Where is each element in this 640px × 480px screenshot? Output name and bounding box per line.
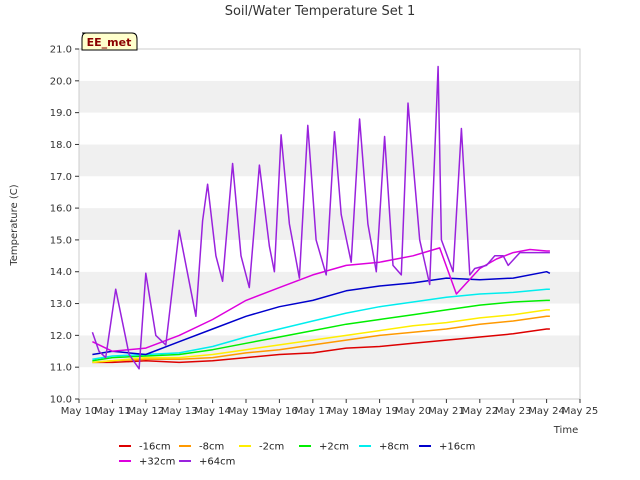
plot-area-frame [78, 48, 581, 400]
chart-title: Soil/Water Temperature Set 1 [225, 4, 416, 19]
series-layer [91, 65, 551, 370]
grid-band [79, 271, 580, 304]
x-tick-label: May 15 [228, 406, 265, 417]
grid-band [79, 144, 580, 177]
y-axis-ticks: 10.0 11.0 12.0 13.0 14.0 15.0 16.0 17.0 18.0 19.0… [50, 45, 79, 406]
legend-label: +2cm [319, 442, 349, 453]
series-line-32cmcm [92, 247, 550, 353]
y-tick-label: 21.0 [50, 45, 72, 56]
y-tick-label: 16.0 [50, 204, 72, 215]
legend-item: -2cm [239, 442, 284, 453]
x-axis-label: Time [553, 425, 578, 436]
series-line-16cmcm [92, 270, 551, 356]
x-tick-label: May 17 [295, 406, 332, 417]
series-line-2cmcm [92, 309, 550, 364]
station-badge-label: EE_met [87, 36, 132, 49]
x-tick-label: May 25 [562, 406, 599, 417]
x-tick-label: May 16 [261, 406, 298, 417]
x-tick-label: May 20 [395, 406, 432, 417]
grid-band [79, 176, 580, 209]
x-tick-label: May 19 [361, 406, 398, 417]
grid-band [79, 367, 580, 399]
x-tick-label: May 12 [128, 406, 165, 417]
legend-label: +16cm [439, 442, 475, 453]
x-tick-label: May 18 [328, 406, 365, 417]
legend-item: -16cm [119, 442, 171, 453]
legend-label: -16cm [139, 442, 171, 453]
series-line-16cmcm [92, 328, 550, 364]
legend-item: +8cm [359, 442, 409, 453]
legend-item: +16cm [419, 442, 475, 453]
series-line-64cmcm [91, 65, 550, 370]
legend-label: -8cm [199, 442, 224, 453]
y-tick-label: 11.0 [50, 363, 72, 374]
y-tick-label: 19.0 [50, 108, 72, 119]
series-line-8cmcm [92, 315, 550, 364]
x-tick-label: May 23 [495, 406, 532, 417]
legend-label: +64cm [199, 457, 235, 468]
y-tick-label: 20.0 [50, 76, 72, 87]
legend-label: +8cm [379, 442, 409, 453]
legend: -16cm -8cm -2cm +2cm +8cm +16cm +32cm +64cm [119, 442, 475, 468]
series-line-2cmcm [92, 299, 550, 362]
y-tick-label: 12.0 [50, 331, 72, 342]
grid-band [79, 112, 580, 145]
y-axis-label: Temperature (C) [9, 184, 20, 266]
grid-bands [79, 49, 580, 399]
legend-item: +32cm [119, 457, 175, 468]
x-tick-label: May 14 [194, 406, 231, 417]
y-tick-label: 13.0 [50, 299, 72, 310]
x-tick-label: May 24 [528, 406, 565, 417]
legend-item: +64cm [179, 457, 235, 468]
grid-band [79, 80, 580, 113]
legend-item: +2cm [299, 442, 349, 453]
y-tick-label: 15.0 [50, 235, 72, 246]
y-tick-label: 14.0 [50, 267, 72, 278]
series-line-8cmcm [92, 288, 550, 360]
y-tick-label: 18.0 [50, 140, 72, 151]
station-badge: EE_met [81, 32, 138, 51]
grid-band [79, 303, 580, 336]
legend-item: -8cm [179, 442, 224, 453]
grid-band [79, 49, 580, 81]
legend-label: -2cm [259, 442, 284, 453]
x-tick-label: May 13 [161, 406, 198, 417]
y-tick-label: 10.0 [50, 395, 72, 406]
x-tick-label: May 22 [462, 406, 499, 417]
y-tick-label: 17.0 [50, 172, 72, 183]
x-tick-label: May 10 [61, 406, 98, 417]
legend-label: +32cm [139, 457, 175, 468]
x-tick-label: May 21 [428, 406, 465, 417]
station-badge-box [81, 32, 138, 51]
x-tick-label: May 11 [94, 406, 131, 417]
